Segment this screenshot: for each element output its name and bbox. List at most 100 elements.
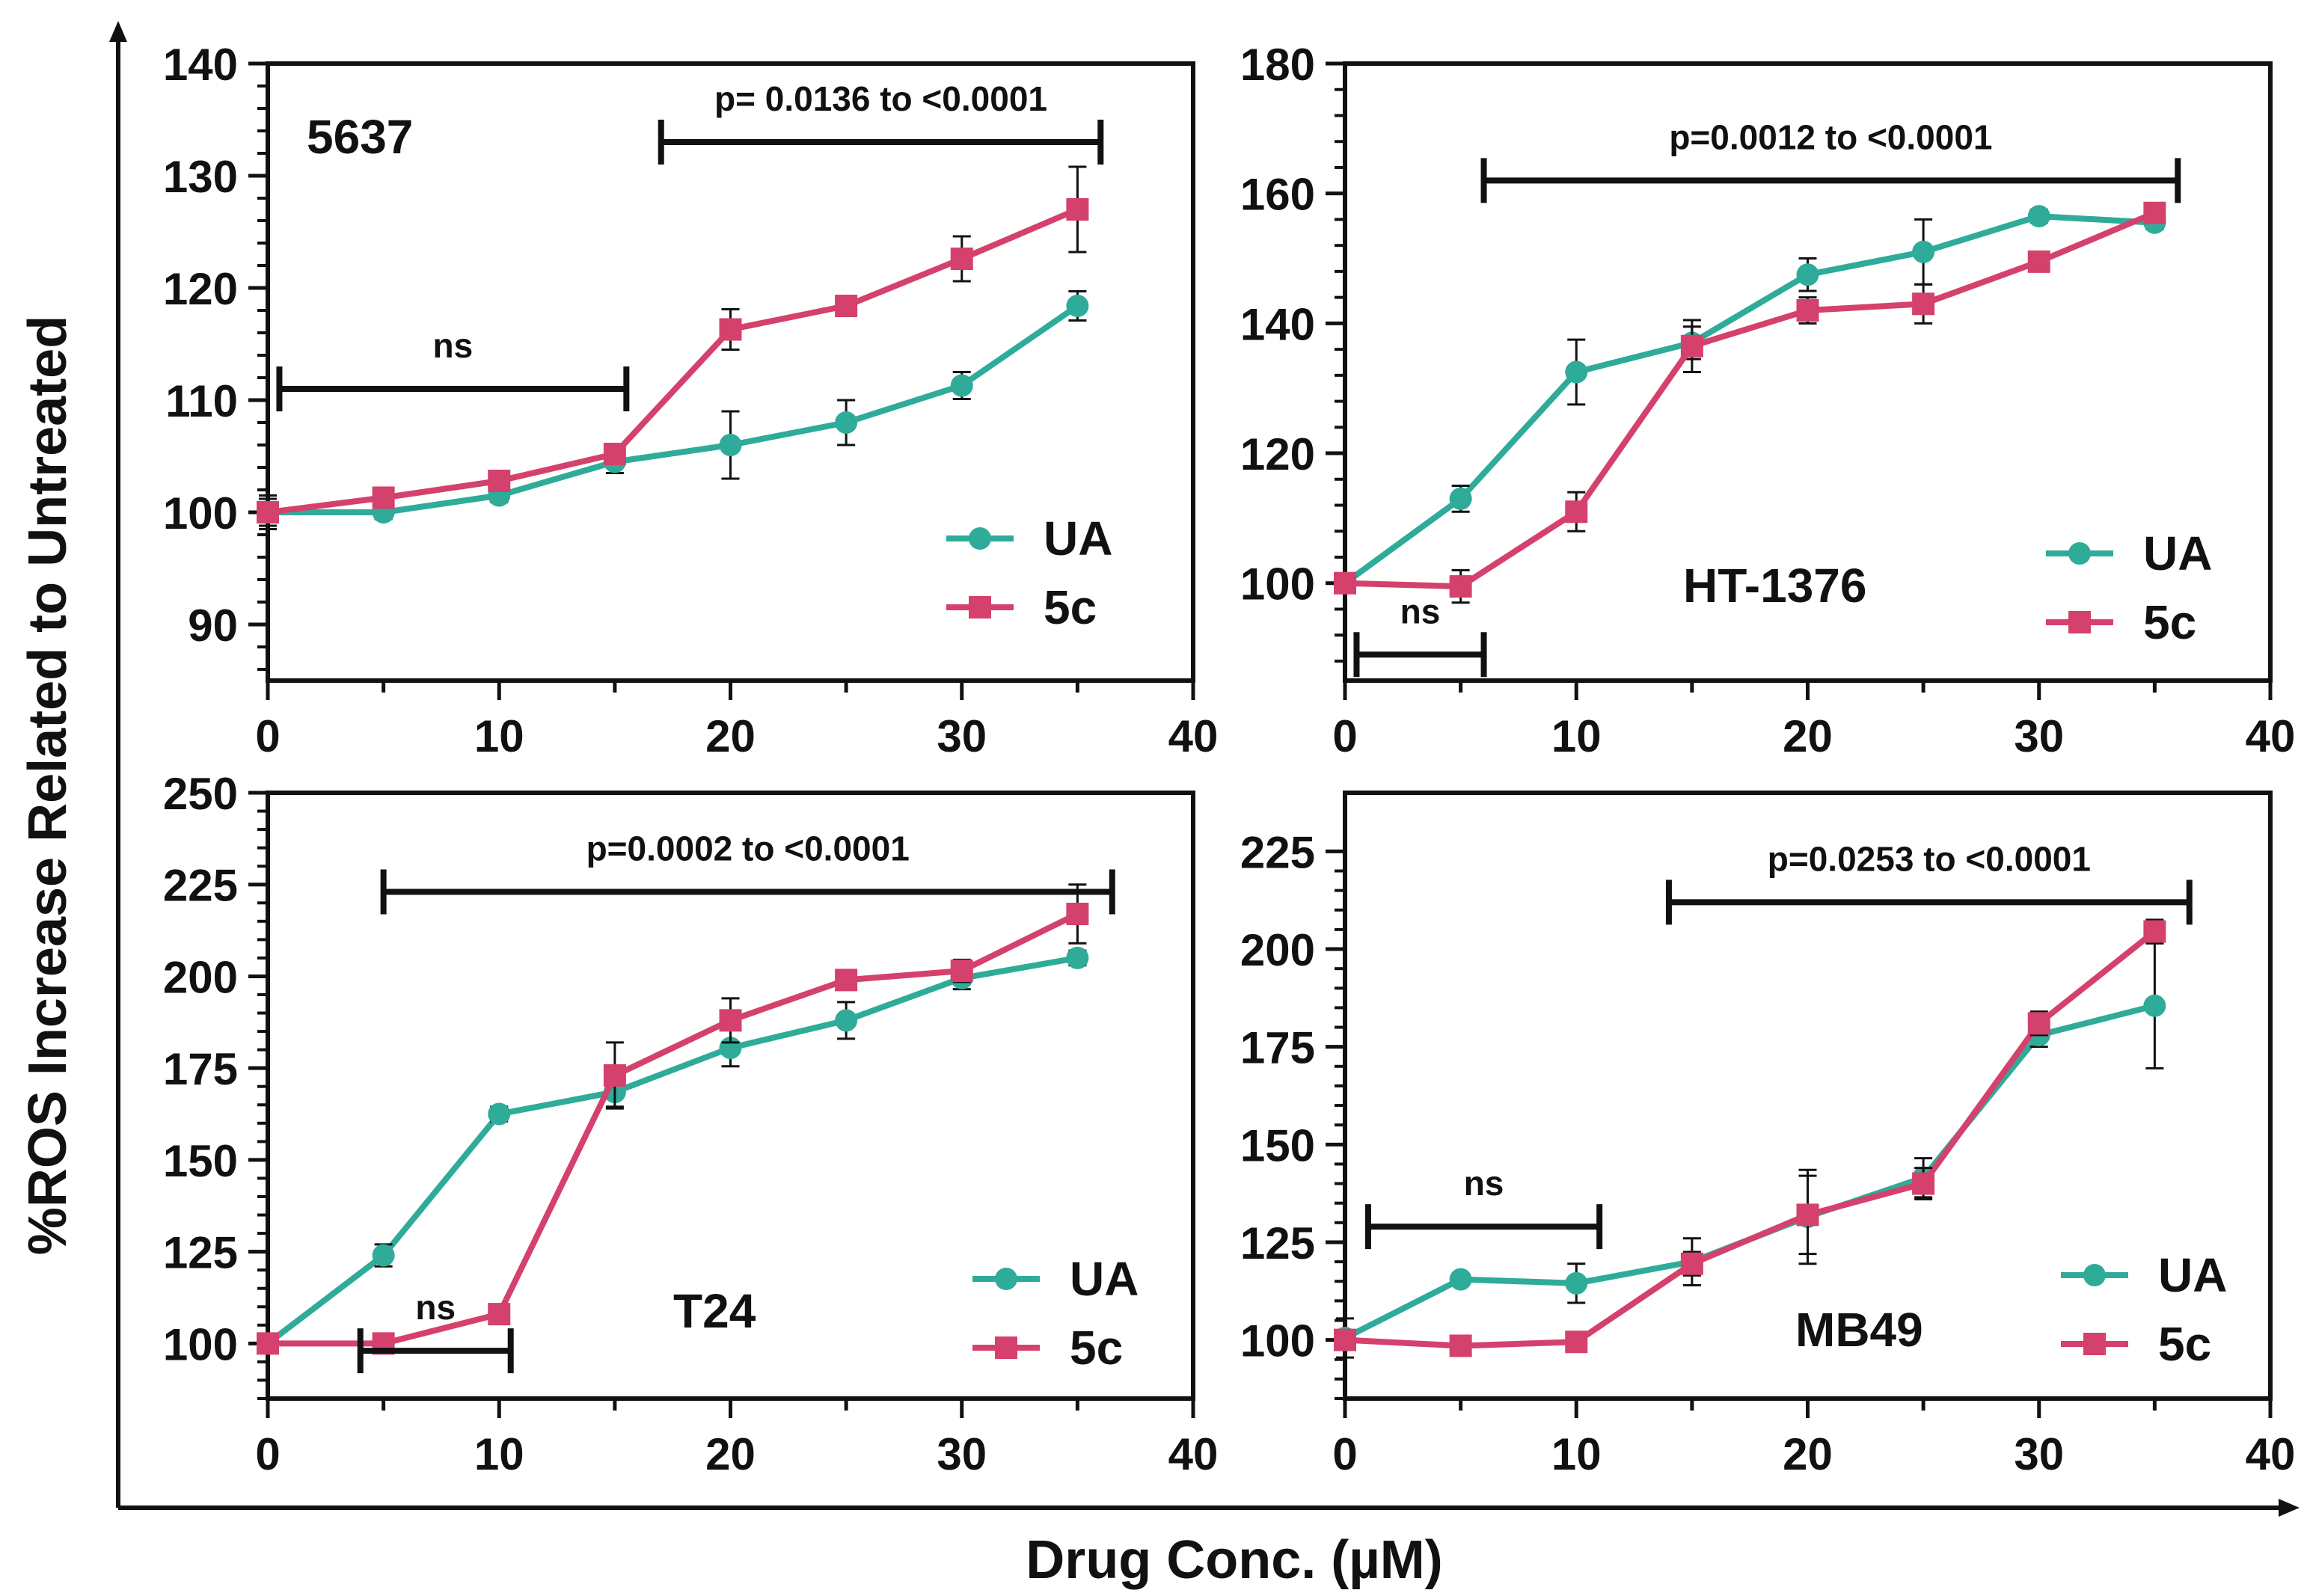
data-point bbox=[488, 1303, 511, 1326]
series-line bbox=[267, 206, 1079, 515]
data-point bbox=[488, 470, 511, 492]
data-point bbox=[1565, 1330, 1588, 1354]
legend-label: UA bbox=[2158, 1248, 2227, 1302]
y-tick-label: 140 bbox=[163, 40, 238, 90]
data-point bbox=[1066, 295, 1089, 317]
series-line bbox=[1344, 210, 2156, 590]
x-tick-label: 0 bbox=[1332, 1429, 1357, 1479]
cell-line-label: 5637 bbox=[307, 110, 413, 164]
x-tick-label: 0 bbox=[1332, 711, 1357, 761]
data-point bbox=[488, 1102, 511, 1126]
y-tick-label: 160 bbox=[1240, 170, 1315, 220]
legend-label: 5c bbox=[1070, 1321, 1123, 1375]
y-tick-label: 140 bbox=[1240, 299, 1315, 349]
significance-bracket: p=0.0012 to <0.0001 bbox=[1480, 117, 2181, 203]
data-point bbox=[2027, 250, 2050, 273]
x-tick-label: 30 bbox=[937, 1429, 987, 1479]
data-point bbox=[1066, 903, 1089, 925]
series-line bbox=[1343, 213, 2155, 586]
panel-5637: 0 10 20 30 40 90 100 110 120 130 140 ns p= 0.0136 to… bbox=[163, 40, 1218, 761]
y-tick-label: 90 bbox=[188, 601, 238, 651]
panel-ht-1376: 0 10 20 30 40 100 120 140 160 180 ns p=0.0012 to <0… bbox=[1240, 40, 2295, 761]
x-tick-label: 10 bbox=[1551, 711, 1602, 761]
data-point bbox=[835, 295, 858, 317]
data-point bbox=[1066, 198, 1089, 221]
data-point bbox=[1449, 487, 1472, 510]
data-point bbox=[1565, 360, 1588, 384]
significance-label: p= 0.0136 to <0.0001 bbox=[714, 79, 1047, 118]
data-point bbox=[2143, 920, 2166, 943]
legend-label: UA bbox=[1044, 512, 1112, 565]
legend-marker bbox=[995, 1268, 1017, 1290]
data-point bbox=[1680, 1252, 1703, 1275]
legend-label: 5c bbox=[2143, 595, 2196, 649]
data-point bbox=[2143, 201, 2166, 224]
data-point bbox=[1796, 1203, 1819, 1227]
series-5c bbox=[1334, 918, 2166, 1357]
x-tick-label: 0 bbox=[255, 711, 280, 761]
x-tick-label: 40 bbox=[1168, 1429, 1219, 1479]
data-point bbox=[1449, 575, 1472, 598]
data-point bbox=[1796, 299, 1819, 322]
significance-bracket: ns bbox=[276, 326, 630, 411]
series-line bbox=[268, 911, 1079, 1347]
data-point bbox=[1912, 1172, 1935, 1195]
y-tick-label: 180 bbox=[1240, 40, 1315, 90]
legend-label: 5c bbox=[1044, 580, 1097, 634]
y-tick-label: 130 bbox=[163, 152, 238, 202]
y-tick-label: 175 bbox=[163, 1044, 238, 1094]
x-tick-label: 20 bbox=[1783, 711, 1833, 761]
data-point bbox=[603, 443, 626, 465]
data-point bbox=[1334, 571, 1356, 595]
x-tick-label: 40 bbox=[2246, 1429, 2296, 1479]
y-tick-label: 125 bbox=[1240, 1218, 1315, 1268]
cell-line-label: T24 bbox=[673, 1284, 756, 1338]
x-tick-label: 30 bbox=[937, 711, 987, 761]
data-point bbox=[372, 1244, 395, 1267]
x-tick-label: 10 bbox=[1551, 1429, 1602, 1479]
significance-label: ns bbox=[1464, 1164, 1504, 1203]
data-point bbox=[1796, 263, 1819, 286]
y-tick-label: 100 bbox=[163, 1319, 238, 1369]
significance-label: ns bbox=[415, 1288, 456, 1327]
data-point bbox=[950, 960, 973, 983]
y-tick-label: 110 bbox=[165, 376, 238, 426]
x-tick-label: 0 bbox=[255, 1429, 280, 1479]
significance-bracket: p=0.0253 to <0.0001 bbox=[1665, 839, 2193, 925]
legend-marker bbox=[969, 527, 991, 550]
data-point bbox=[719, 434, 742, 456]
significance-bracket: ns bbox=[357, 1288, 514, 1374]
data-point bbox=[2143, 994, 2166, 1017]
series-5c bbox=[257, 883, 1089, 1355]
series-ua bbox=[1334, 942, 2166, 1359]
x-axis-title: Drug Conc. (µM) bbox=[1026, 1530, 1442, 1590]
data-point bbox=[372, 486, 395, 509]
data-point bbox=[719, 318, 742, 341]
y-tick-label: 175 bbox=[1240, 1023, 1315, 1073]
y-tick-label: 200 bbox=[1240, 925, 1315, 975]
data-point bbox=[2027, 1012, 2050, 1035]
y-tick-label: 120 bbox=[1240, 429, 1315, 479]
data-point bbox=[1334, 1328, 1356, 1351]
x-tick-label: 40 bbox=[2246, 711, 2296, 761]
significance-bracket: ns bbox=[1353, 592, 1487, 678]
legend-label: UA bbox=[1070, 1252, 1139, 1306]
outer-y-arrow-icon bbox=[109, 21, 127, 42]
y-tick-label: 225 bbox=[1240, 827, 1315, 877]
x-tick-label: 20 bbox=[705, 711, 756, 761]
data-point bbox=[835, 1009, 858, 1032]
x-tick-label: 30 bbox=[2014, 711, 2064, 761]
y-tick-label: 100 bbox=[163, 488, 238, 538]
data-point bbox=[257, 1332, 279, 1355]
y-tick-label: 150 bbox=[1240, 1120, 1315, 1170]
series-line bbox=[1344, 929, 2157, 1349]
panel-mb49: 0 10 20 30 40 100 125 150 175 200 225 ns p=0.0253 to… bbox=[1240, 791, 2296, 1479]
cell-line-label: HT-1376 bbox=[1683, 559, 1866, 613]
legend-label: 5c bbox=[2158, 1317, 2211, 1371]
legend: UA 5c bbox=[946, 512, 1112, 634]
y-tick-label: 100 bbox=[1240, 559, 1315, 610]
legend-label: UA bbox=[2143, 527, 2212, 580]
cell-line-label: MB49 bbox=[1795, 1303, 1923, 1357]
